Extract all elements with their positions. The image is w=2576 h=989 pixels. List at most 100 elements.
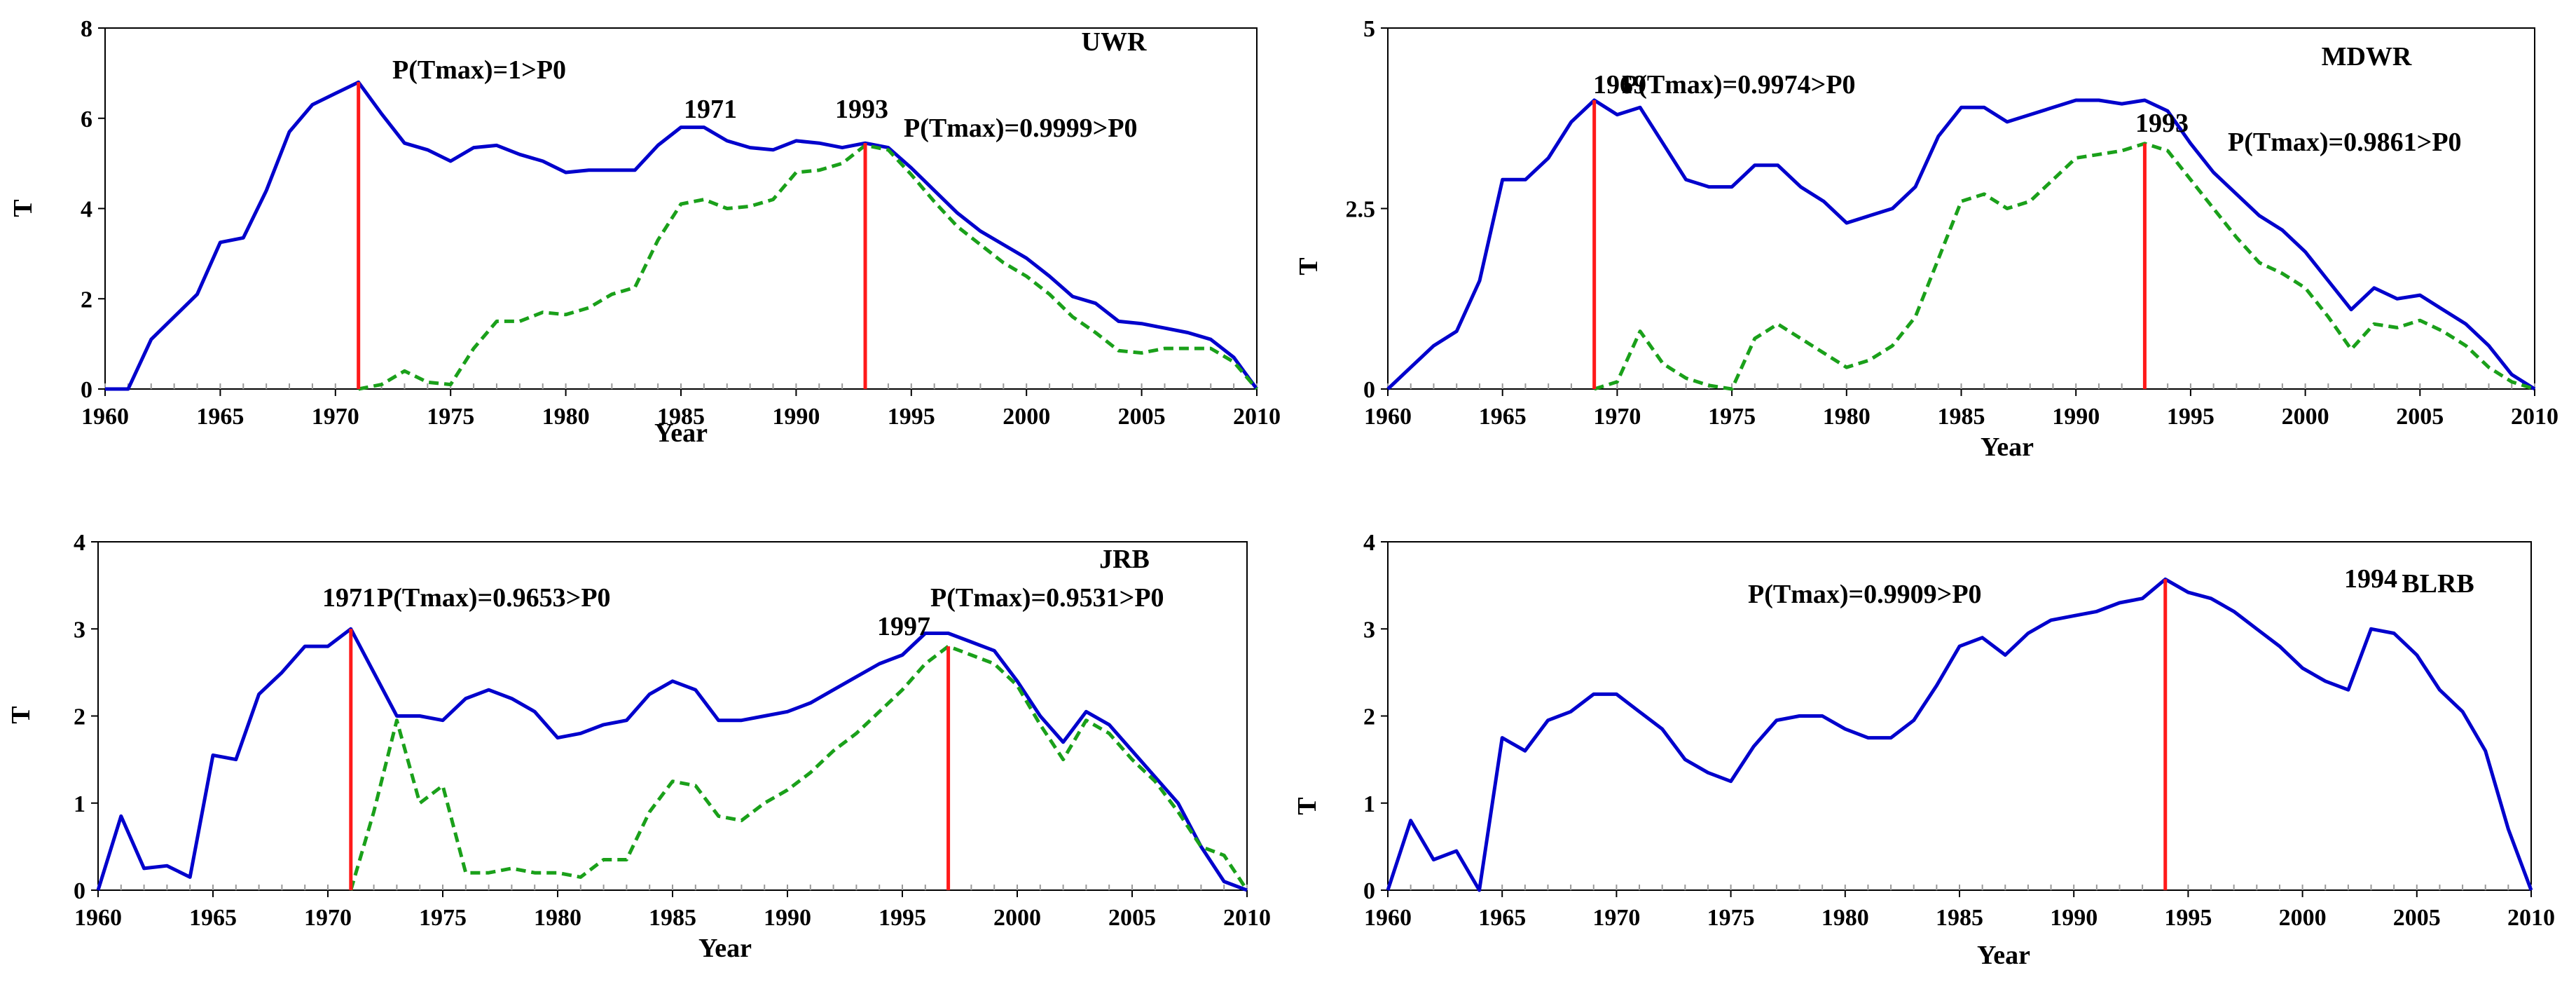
x-tick-label: 1980 [1821,905,1869,931]
panel-title: BLRB [2402,569,2474,599]
x-tick-label: 1970 [312,404,359,430]
x-axis-label: Year [1981,432,2034,462]
change-point-year-label: 1971 [684,95,737,124]
chart-panel-jrb: 1960 1965 1970 1975 1980 1985 1990 1995 2000 2005… [6,530,1271,963]
chart-panel-uwr: 1960 1965 1970 1975 1980 1985 1990 1995 2000 2005… [8,16,1281,448]
series-line-forward [1386,577,2533,892]
x-tick-label: 1990 [764,905,811,931]
x-tick-label: 1970 [1592,905,1640,931]
y-tick-label: 2.5 [1346,197,1376,223]
x-tick-label: 1975 [419,905,467,931]
x-tick-label: 1990 [2052,404,2100,430]
x-tick-label: 1990 [772,404,820,430]
x-tick-label: 1995 [2164,905,2212,931]
y-axis-label: T [1293,797,1322,814]
y-axis-label: T [8,199,38,217]
x-tick-label: 1985 [1936,905,1983,931]
x-tick-label: 1975 [1707,905,1755,931]
y-tick-label: 1 [1363,791,1375,817]
x-tick-label: 2010 [2507,905,2555,931]
x-axis-label: Year [654,418,708,448]
probability-label: P(Tmax)=0.9974>P0 [1622,70,1856,100]
x-tick-label: 2000 [2282,404,2329,430]
series-line-forward [1386,98,2536,391]
y-tick-label: 0 [1363,377,1375,403]
x-tick-label: 1975 [1708,404,1756,430]
x-tick-label: 1965 [189,905,237,931]
x-tick-label: 1965 [196,404,244,430]
x-tick-label: 1960 [1364,404,1412,430]
x-tick-label: 2000 [1003,404,1050,430]
y-axis-label: T [1294,257,1323,275]
x-tick-label: 2005 [2396,404,2444,430]
panel-title: MDWR [2322,42,2412,71]
probability-label: P(Tmax)=0.9653>P0 [377,583,611,613]
x-tick-label: 1990 [2050,905,2098,931]
panel-title: JRB [1099,545,1150,574]
x-tick-label: 2010 [2511,404,2558,430]
x-tick-label: 2005 [1118,404,1166,430]
x-tick-label: 1980 [534,905,581,931]
series-line-forward [105,80,1259,391]
y-tick-label: 4 [1363,530,1375,556]
x-tick-label: 2005 [1108,905,1156,931]
y-tick-label: 5 [1363,16,1375,42]
chart-panel-blrb: 1960 1965 1970 1975 1980 1985 1990 1995 2000 2005… [1293,530,2555,970]
probability-label: P(Tmax)=0.9861>P0 [2228,128,2462,157]
series-line-backward [349,644,1249,892]
x-tick-label: 2000 [2279,905,2327,931]
x-tick-label: 1965 [1478,905,1526,931]
probability-label: P(Tmax)=0.9531>P0 [930,583,1164,613]
y-tick-label: 2 [81,287,92,313]
y-tick-label: 4 [81,197,92,223]
x-tick-label: 1975 [427,404,474,430]
x-tick-label: 1995 [879,905,926,931]
change-point-year-label: 1993 [2135,109,2189,138]
y-tick-label: 3 [1363,617,1375,643]
x-tick-label: 1970 [304,905,352,931]
plot-frame [104,27,1258,390]
y-axis-label: T [6,706,36,723]
x-tick-label: 2005 [2393,905,2441,931]
series-line-backward [358,143,1258,391]
y-tick-label: 0 [74,878,85,904]
x-tick-label: 2000 [993,905,1041,931]
x-tick-label: 1995 [888,404,935,430]
x-tick-label: 1985 [1938,404,1985,430]
y-tick-label: 8 [81,16,92,42]
series-line-backward [1593,142,2535,391]
y-tick-label: 2 [74,704,85,730]
x-tick-label: 1960 [74,905,122,931]
y-tick-label: 6 [81,107,92,132]
y-tick-label: 0 [1363,878,1375,904]
x-tick-label: 1985 [657,404,705,430]
change-point-year-label: 1969 [1593,70,1646,100]
y-tick-label: 4 [74,530,85,556]
probability-label: P(Tmax)=0.9909>P0 [1748,580,1982,609]
y-tick-label: 2 [1363,704,1375,730]
change-point-year-label: 1971 [322,583,376,613]
x-tick-label: 1995 [2167,404,2215,430]
x-tick-label: 1980 [1823,404,1871,430]
probability-label: P(Tmax)=1>P0 [392,55,566,85]
series-line-forward [96,627,1248,892]
x-tick-label: 2010 [1233,404,1281,430]
change-point-year-label: 1993 [835,95,888,124]
change-point-year-label: 1994 [2344,564,2397,594]
x-tick-label: 1980 [542,404,590,430]
y-tick-label: 1 [74,791,85,817]
x-tick-label: 1960 [81,404,129,430]
x-tick-label: 1960 [1364,905,1412,931]
change-point-year-label: 1997 [877,612,930,641]
y-tick-label: 3 [74,617,85,643]
x-axis-label: Year [698,934,752,963]
x-tick-label: 1965 [1479,404,1527,430]
y-tick-label: 0 [81,377,92,403]
probability-label: P(Tmax)=0.9999>P0 [904,114,1138,143]
panel-title: UWR [1082,27,1147,57]
x-tick-label: 1985 [649,905,696,931]
x-axis-label: Year [1977,941,2030,970]
x-tick-label: 2010 [1223,905,1271,931]
x-tick-label: 1970 [1593,404,1641,430]
